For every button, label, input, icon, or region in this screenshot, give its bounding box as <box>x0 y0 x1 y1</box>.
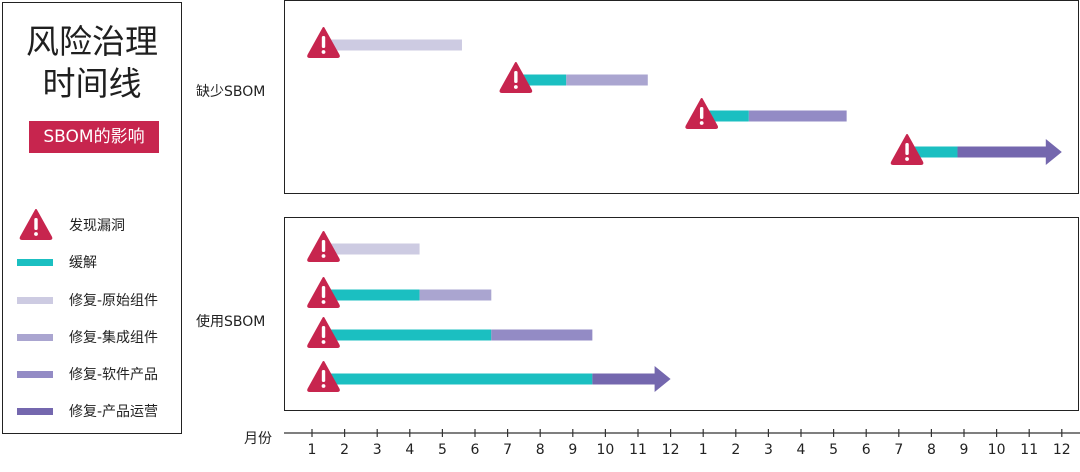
x-axis-tick-label: 11 <box>1020 442 1038 458</box>
x-axis-tick-label: 10 <box>596 442 614 458</box>
x-axis-tick-label: 7 <box>503 442 512 458</box>
x-axis-tick-label: 3 <box>764 442 773 458</box>
legend-item-fix-original: 修复-原始组件 <box>17 283 182 317</box>
legend-item-fix-operations: 修复-产品运营 <box>17 394 182 428</box>
timeline-segment <box>318 39 462 51</box>
legend-label-mitigate: 缓解 <box>69 255 97 271</box>
warning-mark-stem <box>321 286 326 298</box>
x-axis-tick-label: 12 <box>662 442 680 458</box>
timeline-segment <box>318 243 420 255</box>
timeline-segment <box>318 329 492 341</box>
warning-mark-dot <box>321 340 326 344</box>
warning-icon <box>307 27 340 58</box>
x-axis-tick-label: 5 <box>438 442 447 458</box>
row-label-with-sbom: 使用SBOM <box>196 314 266 330</box>
timeline-segment <box>902 146 958 158</box>
x-axis-tick-label: 9 <box>960 442 969 458</box>
legend-item-mitigate: 缓解 <box>17 245 182 279</box>
x-axis-tick-label: 11 <box>629 442 647 458</box>
x-axis-tick-label: 5 <box>829 442 838 458</box>
panel-without-sbom <box>284 0 1079 194</box>
warning-mark-dot <box>321 50 326 54</box>
timeline-segment <box>510 74 567 86</box>
warning-mark-dot <box>321 384 326 388</box>
x-axis-tick-label: 1 <box>308 442 317 458</box>
warning-mark-dot <box>699 121 704 125</box>
warning-mark-stem <box>905 143 909 155</box>
warning-icon <box>307 361 340 392</box>
legend-label-fix-integrated: 修复-集成组件 <box>69 330 159 346</box>
timeline-segment <box>318 289 420 301</box>
legend-label-discover: 发现漏洞 <box>69 218 125 234</box>
legend-label-fix-operations: 修复-产品运营 <box>69 404 159 420</box>
legend-item-fix-software: 修复-软件产品 <box>17 357 182 391</box>
x-axis-tick-label: 4 <box>405 442 414 458</box>
x-axis-tick-label: 2 <box>731 442 740 458</box>
warning-mark-dot <box>321 254 326 258</box>
warning-icon <box>890 134 924 165</box>
legend-swatch-fix-original <box>17 297 53 304</box>
legend-item-discover: 发现漏洞 <box>17 208 182 242</box>
timeline-segment <box>696 110 749 122</box>
warning-mark-stem <box>699 107 704 119</box>
row-label-without-sbom: 缺少SBOM <box>196 84 266 100</box>
timeline-segment <box>318 373 593 385</box>
x-axis-tick-label: 8 <box>927 442 936 458</box>
x-axis-tick-label: 6 <box>862 442 871 458</box>
main-title-line1: 风险治理 <box>26 22 158 61</box>
warning-mark-dot <box>905 157 909 161</box>
legend-swatch-fix-integrated <box>17 334 53 341</box>
x-axis-tick-label: 6 <box>471 442 480 458</box>
x-axis-tick-label: 3 <box>373 442 382 458</box>
axis-label-month: 月份 <box>244 431 272 447</box>
legend-label-fix-software: 修复-软件产品 <box>69 367 159 383</box>
warning-icon <box>499 62 533 93</box>
legend-item-fix-integrated: 修复-集成组件 <box>17 320 182 354</box>
warning-mark-dot <box>513 85 518 89</box>
warning-icon <box>19 209 53 240</box>
legend-swatch-fix-operations <box>17 408 53 415</box>
main-title-line2: 时间线 <box>42 64 142 103</box>
x-axis-tick-label: 12 <box>1053 442 1071 458</box>
x-axis-tick-label: 1 <box>699 442 708 458</box>
x-axis-tick-label: 2 <box>340 442 349 458</box>
timeline-segment <box>491 329 593 341</box>
legend-swatch-fix-software <box>17 371 53 378</box>
timeline-segment <box>419 289 492 301</box>
warning-mark-dot <box>321 300 326 304</box>
x-axis-tick-label: 10 <box>988 442 1006 458</box>
panel-with-sbom <box>284 217 1079 411</box>
legend-label-fix-original: 修复-原始组件 <box>69 293 159 309</box>
x-axis-tick-label: 8 <box>536 442 545 458</box>
warning-mark-stem <box>321 370 326 382</box>
sidebar-panel: 风险治理 时间线 SBOM的影响 发现漏洞 缓解 修复-原始组件 修复-集成组件… <box>2 2 182 434</box>
x-axis-tick-label: 4 <box>797 442 806 458</box>
warning-mark-stem <box>321 240 326 252</box>
warning-mark-stem <box>321 36 326 48</box>
legend-swatch-mitigate <box>17 259 53 266</box>
timeline-segment <box>748 110 847 122</box>
sbom-impact-badge: SBOM的影响 <box>29 121 159 153</box>
timeline-segment-arrow <box>957 139 1062 165</box>
warning-mark-stem <box>321 326 326 338</box>
x-axis-tick-label: 7 <box>894 442 903 458</box>
timeline-segment <box>566 74 648 86</box>
x-axis-tick-label: 9 <box>568 442 577 458</box>
warning-icon <box>685 98 719 129</box>
timeline-segment-arrow <box>592 366 671 392</box>
warning-mark-stem <box>514 71 518 83</box>
warning-icon <box>307 277 340 308</box>
warning-icon <box>307 231 340 262</box>
warning-icon <box>307 317 340 348</box>
